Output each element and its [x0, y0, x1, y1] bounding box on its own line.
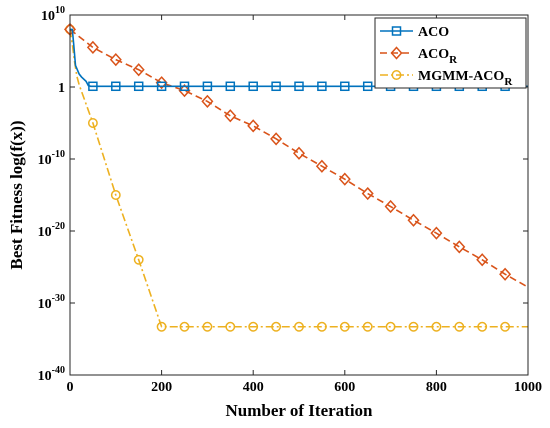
data-point — [88, 81, 98, 92]
data-point — [317, 81, 327, 92]
x-tick-label: 200 — [151, 380, 172, 395]
y-tick-label: 1010 — [41, 5, 65, 24]
data-point — [271, 321, 282, 332]
data-point — [110, 190, 121, 200]
axes-frame — [69, 14, 529, 376]
legend-label: ACOR — [418, 47, 458, 66]
data-point — [408, 321, 419, 332]
data-point — [362, 81, 373, 92]
data-point — [407, 213, 420, 227]
data-point — [225, 81, 236, 92]
x-tick-label: 400 — [243, 380, 264, 395]
data-point — [294, 321, 304, 332]
data-point — [179, 81, 190, 92]
data-point — [316, 321, 327, 332]
data-point — [156, 321, 167, 332]
data-point — [202, 81, 213, 92]
data-point — [270, 132, 283, 146]
data-point — [453, 240, 466, 254]
data-point — [248, 81, 258, 92]
data-point — [109, 53, 122, 67]
series-line — [69, 28, 529, 288]
series-2 — [63, 22, 529, 288]
data-point — [384, 199, 397, 214]
x-tick-label: 600 — [334, 380, 355, 395]
y-tick-label: 1 — [58, 81, 65, 96]
data-point — [339, 321, 350, 332]
data-point — [500, 321, 511, 332]
data-point — [477, 321, 488, 332]
legend-item: ACOR — [380, 46, 458, 66]
legend-marker — [391, 70, 402, 80]
data-point — [133, 254, 144, 265]
data-point — [86, 40, 99, 55]
y-tick-label: 10-30 — [38, 293, 65, 312]
data-point — [499, 267, 512, 281]
data-point — [430, 226, 443, 240]
data-point — [247, 119, 260, 133]
x-axis-label: Number of Iteration — [226, 401, 374, 420]
y-axis-label: Best Fitness log(f(x)) — [7, 120, 26, 269]
data-point — [201, 94, 214, 109]
data-point — [338, 172, 351, 186]
legend-marker — [391, 26, 402, 36]
data-point — [454, 321, 465, 332]
data-point — [224, 109, 237, 123]
legend-marker — [390, 46, 403, 60]
data-point — [133, 81, 144, 92]
data-point — [476, 253, 489, 267]
plot-area — [63, 22, 529, 332]
series-line — [70, 28, 528, 88]
data-point — [361, 186, 374, 201]
data-point — [248, 321, 259, 332]
data-point — [179, 321, 190, 332]
legend-label: ACO — [418, 25, 449, 40]
legend-label: MGMM-ACOR — [418, 69, 513, 88]
data-point — [315, 159, 328, 173]
data-point — [362, 321, 373, 332]
legend: ACO ACOR MGMM-ACOR — [374, 17, 527, 89]
axis-ticks: 0 200 400 600 800 1000 1010 1 10-10 10-20 10-30 10-… — [38, 5, 542, 395]
data-point — [87, 118, 98, 128]
data-point — [292, 146, 306, 160]
data-point — [294, 81, 304, 92]
data-point — [156, 81, 167, 92]
data-point — [271, 81, 281, 92]
legend-item: MGMM-ACOR — [380, 69, 513, 88]
series-3 — [65, 24, 528, 332]
y-tick-label: 10-10 — [38, 149, 65, 168]
series-line — [69, 29, 528, 328]
data-point — [431, 321, 442, 332]
x-tick-label: 800 — [426, 380, 447, 395]
y-tick-label: 10-20 — [38, 221, 65, 240]
data-point — [385, 321, 396, 332]
data-point — [132, 63, 145, 77]
x-tick-label: 1000 — [514, 380, 542, 395]
data-point — [111, 81, 121, 92]
data-point — [225, 321, 236, 332]
data-point — [155, 76, 168, 90]
data-point — [340, 81, 350, 92]
data-point — [202, 321, 213, 332]
legend-item: ACO — [380, 25, 449, 40]
x-tick-label: 0 — [67, 380, 74, 395]
y-tick-label: 10-40 — [38, 365, 65, 384]
